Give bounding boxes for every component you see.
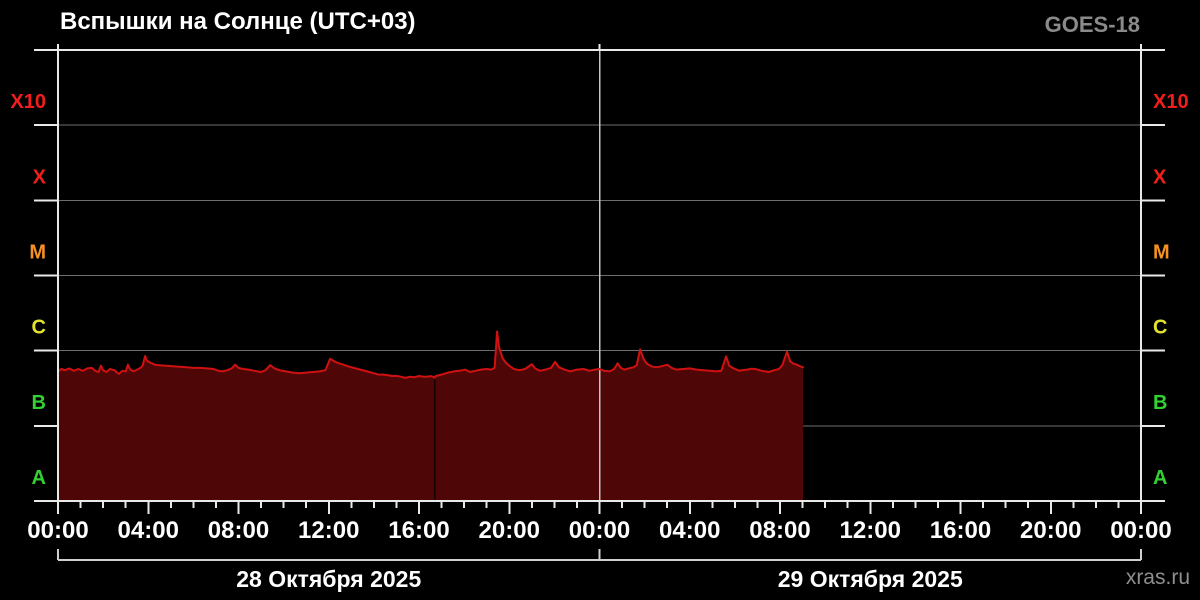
time-label: 12:00	[840, 517, 901, 544]
time-label: 00:00	[569, 517, 630, 544]
class-label-right: C	[1153, 317, 1167, 339]
time-label: 16:00	[388, 517, 449, 544]
flux-area	[58, 331, 803, 501]
class-label-left: X	[33, 166, 47, 188]
class-label-right: B	[1153, 392, 1167, 414]
time-label: 16:00	[930, 517, 991, 544]
class-label-left: C	[32, 317, 46, 339]
time-label: 20:00	[479, 517, 540, 544]
class-label-left: M	[29, 242, 46, 264]
class-label-left: X10	[10, 91, 46, 113]
date-label: 28 Октября 2025	[236, 566, 421, 592]
class-label-right: M	[1153, 242, 1170, 264]
time-label: 00:00	[27, 517, 88, 544]
time-label: 04:00	[118, 517, 179, 544]
time-label: 08:00	[208, 517, 269, 544]
flux-line	[57, 330, 804, 379]
time-label: 12:00	[298, 517, 359, 544]
class-label-right: X10	[1153, 91, 1189, 113]
date-label: 29 Октября 2025	[778, 566, 963, 592]
satellite-label: GOES-18	[1044, 12, 1140, 37]
time-label: 00:00	[1110, 517, 1171, 544]
chart-title: Вспышки на Солнце (UTC+03)	[60, 8, 416, 35]
class-label-left: A	[32, 467, 46, 489]
time-label: 08:00	[749, 517, 810, 544]
class-label-right: A	[1153, 467, 1167, 489]
time-label: 04:00	[659, 517, 720, 544]
class-label-left: B	[32, 392, 46, 414]
time-label: 20:00	[1020, 517, 1081, 544]
class-label-right: X	[1153, 166, 1167, 188]
watermark: xras.ru	[1125, 566, 1190, 589]
